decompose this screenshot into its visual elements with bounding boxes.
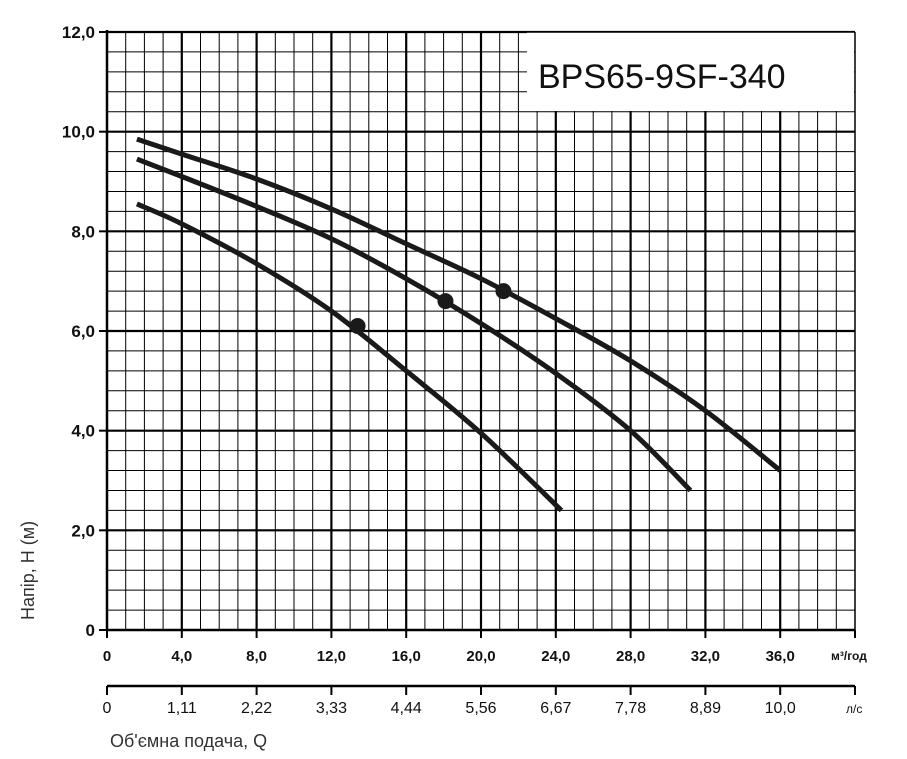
x-tick-label: 32,0 — [691, 648, 720, 665]
y-tick-label: 4,0 — [71, 422, 95, 441]
x2-tick-label: 7,78 — [615, 700, 646, 717]
curve-point-marker-1 — [349, 318, 366, 335]
x2-tick-label: 2,22 — [241, 700, 272, 717]
y-tick-label: 0 — [86, 621, 95, 640]
y-axis-label: Напір, H (м) — [18, 521, 38, 620]
x-tick-label: 12,0 — [317, 648, 346, 665]
x-tick-label: 4,0 — [171, 648, 192, 665]
chart-title: BPS65-9SF-340 — [538, 58, 786, 96]
x-tick-label: 0 — [103, 648, 111, 665]
x-axis-label: Об'ємна подача, Q — [110, 731, 267, 751]
x2-tick-label: 8,89 — [690, 700, 721, 717]
curve-point-marker-3 — [495, 283, 512, 300]
axes — [99, 30, 856, 638]
x2-tick-label: 6,67 — [540, 700, 571, 717]
curve-series-1 — [135, 201, 564, 513]
x2-unit-label: л/с — [846, 702, 862, 716]
y-tick-label: 6,0 — [71, 322, 95, 341]
markers — [349, 283, 512, 335]
x2-tick-label: 5,56 — [465, 700, 496, 717]
x2-tick-label: 3,33 — [316, 700, 347, 717]
y-tick-label: 8,0 — [71, 222, 95, 241]
x-tick-label: 24,0 — [541, 648, 570, 665]
y-tick-label: 2,0 — [71, 521, 95, 540]
curve-point-marker-2 — [437, 293, 454, 310]
x-tick-label: 36,0 — [766, 648, 795, 665]
y-tick-label: 10,0 — [62, 123, 95, 142]
y-tick-label: 12,0 — [62, 23, 95, 42]
x2-tick-label: 4,44 — [391, 700, 422, 717]
x-tick-label: 28,0 — [616, 648, 645, 665]
x2-tick-label: 1,11 — [167, 700, 197, 717]
x-tick-labels: 0 4,0 8,0 12,0 16,0 20,0 24,0 28,0 32,0 36,0 — [103, 648, 795, 665]
x2-tick-label: 10,0 — [765, 700, 796, 717]
x-tick-label: 8,0 — [246, 648, 267, 665]
curve-series-2 — [136, 156, 693, 493]
x-tick-label: 20,0 — [466, 648, 495, 665]
x-unit-label: м³/год — [831, 649, 867, 663]
x-tick-label: 16,0 — [392, 648, 421, 665]
y-tick-labels: 0 2,0 4,0 6,0 8,0 10,0 12,0 — [62, 23, 95, 640]
title-box — [527, 32, 854, 111]
secondary-x-axis: 0 1,11 2,22 3,33 4,44 5,56 6,67 7,78 8,89 10,0 — [103, 684, 856, 717]
curve-series-3 — [136, 136, 782, 473]
x2-tick-label: 0 — [103, 700, 112, 717]
curves — [135, 136, 782, 513]
